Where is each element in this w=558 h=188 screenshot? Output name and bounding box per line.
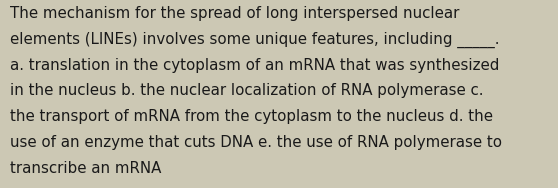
Text: a. translation in the cytoplasm of an mRNA that was synthesized: a. translation in the cytoplasm of an mR… xyxy=(10,58,499,73)
Text: in the nucleus b. the nuclear localization of RNA polymerase c.: in the nucleus b. the nuclear localizati… xyxy=(10,83,484,99)
Text: use of an enzyme that cuts DNA e. the use of RNA polymerase to: use of an enzyme that cuts DNA e. the us… xyxy=(10,135,502,150)
Text: elements (LINEs) involves some unique features, including _____.: elements (LINEs) involves some unique fe… xyxy=(10,32,499,48)
Text: transcribe an mRNA: transcribe an mRNA xyxy=(10,161,161,176)
Text: the transport of mRNA from the cytoplasm to the nucleus d. the: the transport of mRNA from the cytoplasm… xyxy=(10,109,493,124)
Text: The mechanism for the spread of long interspersed nuclear: The mechanism for the spread of long int… xyxy=(10,6,459,21)
